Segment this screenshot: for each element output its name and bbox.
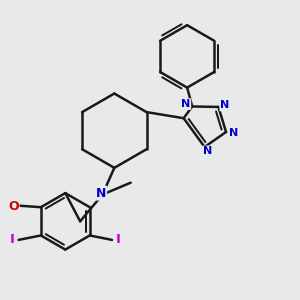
Text: I: I — [116, 233, 121, 246]
Text: I: I — [10, 233, 14, 246]
Text: N: N — [220, 100, 230, 110]
Text: N: N — [96, 187, 106, 200]
Text: N: N — [203, 146, 212, 157]
Text: H: H — [8, 198, 17, 211]
Text: O: O — [8, 200, 19, 213]
Text: N: N — [181, 99, 190, 109]
Text: N: N — [229, 128, 238, 139]
